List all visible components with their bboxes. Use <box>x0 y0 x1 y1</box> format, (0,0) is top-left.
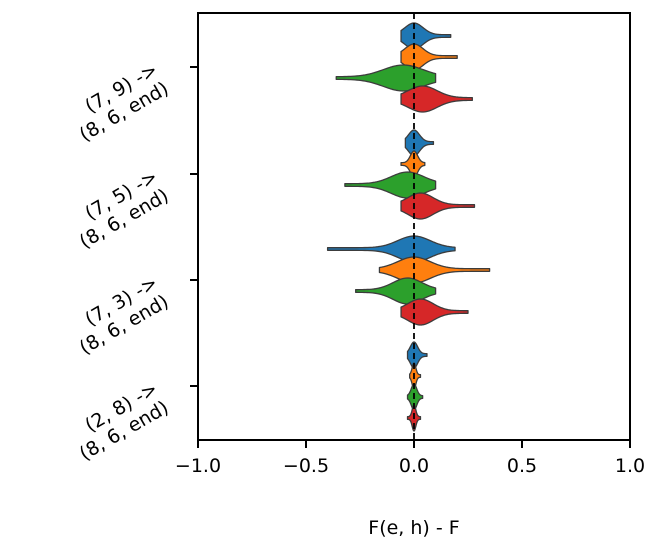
violin-3-3 <box>355 277 437 305</box>
x-tick-label: −0.5 <box>283 455 329 477</box>
violin-2-4 <box>400 192 476 220</box>
y-tick-label: (7, 5) ->(8, 6, end) <box>65 166 173 253</box>
violin-1-1 <box>400 22 452 50</box>
x-tick-label: −1.0 <box>175 455 221 477</box>
violin-2-2 <box>400 150 426 178</box>
x-tick-label: 1.0 <box>615 455 645 477</box>
violin-3-4 <box>400 298 469 326</box>
x-tick-label: 0.0 <box>399 455 429 477</box>
y-axis: (7, 9) ->(8, 6, end) (7, 5) ->(8, 6, end)… <box>65 59 198 465</box>
plot-area <box>197 12 631 441</box>
violin-4-1 <box>406 341 428 369</box>
y-tick-label: (2, 8) ->(8, 6, end) <box>65 378 173 465</box>
violin-3-2 <box>378 256 491 284</box>
violin-2-1 <box>404 129 435 157</box>
y-tick-label: (7, 9) ->(8, 6, end) <box>65 59 173 146</box>
x-tick-label: 0.5 <box>507 455 537 477</box>
violin-1-3 <box>335 64 437 92</box>
violin-2-3 <box>344 171 437 199</box>
y-tick-label: (7, 3) ->(8, 6, end) <box>65 272 173 359</box>
x-axis-label: F(e, h) - F <box>368 517 459 539</box>
violin-1-4 <box>400 85 473 113</box>
x-axis: −1.0 −0.5 0.0 0.5 1.0 <box>175 440 645 477</box>
violin-3-1 <box>326 235 456 263</box>
